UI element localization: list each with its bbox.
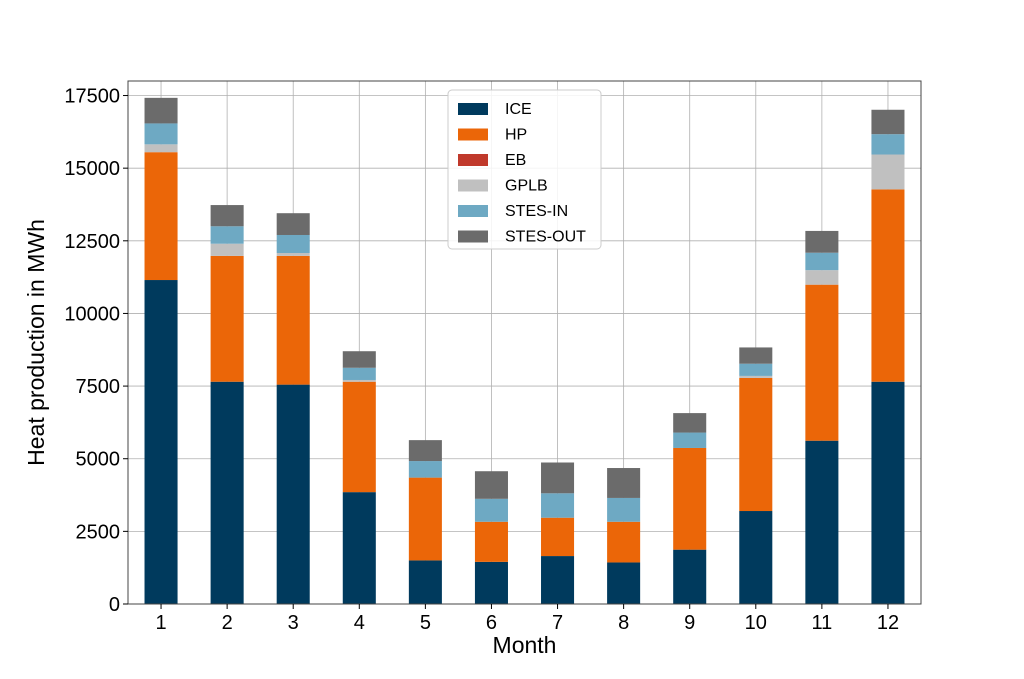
y-tick-label: 7500	[76, 376, 121, 398]
bar-ice-month-10	[739, 511, 773, 604]
legend-label: STES-IN	[505, 203, 568, 220]
legend-swatch	[458, 230, 488, 243]
legend-label: GPLB	[505, 178, 548, 195]
bar-hp-month-10	[739, 377, 773, 512]
bar-ice-month-11	[805, 440, 839, 604]
bar-stes-out-month-12	[871, 109, 905, 135]
bar-stes-in-month-3	[276, 234, 310, 254]
bar-hp-month-4	[342, 381, 376, 493]
x-tick-label: 10	[745, 612, 767, 634]
bar-stes-in-month-9	[673, 432, 707, 448]
bar-stes-in-month-4	[342, 367, 376, 380]
legend-swatch	[458, 179, 488, 192]
bar-hp-month-12	[871, 189, 905, 382]
bar-ice-month-7	[541, 556, 575, 604]
legend-label: ICE	[505, 101, 532, 118]
legend-label: STES-OUT	[505, 229, 586, 246]
bars	[144, 97, 905, 604]
bar-hp-month-9	[673, 447, 707, 550]
y-axis-ticks: 0 2500 5000 7500 10000 12500 15000 17500	[64, 86, 128, 616]
y-tick-label: 10000	[64, 303, 120, 325]
x-tick-label: 9	[684, 612, 695, 634]
y-tick-label: 12500	[64, 231, 120, 253]
y-tick-label: 5000	[76, 449, 121, 471]
bar-stes-out-month-3	[276, 213, 310, 235]
bar-gplb-month-1	[144, 144, 178, 153]
bar-stes-in-month-10	[739, 363, 773, 376]
bar-hp-month-1	[144, 152, 178, 281]
y-tick-label: 2500	[76, 521, 121, 543]
x-tick-label: 12	[877, 612, 899, 634]
bar-ice-month-8	[607, 562, 641, 604]
x-tick-label: 8	[618, 612, 629, 634]
bar-hp-month-11	[805, 284, 839, 441]
bar-stes-in-month-2	[210, 226, 244, 244]
bar-hp-month-6	[474, 521, 508, 562]
bar-gplb-month-12	[871, 154, 905, 190]
bar-ice-month-3	[276, 384, 310, 604]
legend-swatch	[458, 128, 488, 141]
bar-stes-in-month-5	[408, 461, 442, 478]
x-tick-label: 2	[222, 612, 233, 634]
legend-label: HP	[505, 127, 527, 144]
legend-swatch	[458, 154, 488, 166]
legend-label: EB	[505, 152, 526, 169]
bar-hp-month-7	[541, 517, 575, 557]
bar-gplb-month-10	[739, 375, 773, 378]
x-tick-label: 11	[811, 612, 832, 634]
bar-gplb-month-4	[342, 379, 376, 382]
x-tick-label: 3	[288, 612, 299, 634]
legend-swatch	[458, 103, 488, 115]
x-tick-label: 7	[552, 612, 563, 634]
bar-stes-in-month-8	[607, 497, 641, 522]
bar-hp-month-8	[607, 521, 641, 563]
bar-ice-month-12	[871, 381, 905, 604]
x-tick-label: 1	[155, 612, 166, 634]
legend-swatch	[458, 205, 488, 217]
y-axis-label: Heat production in MWh	[23, 219, 49, 466]
bar-ice-month-4	[342, 492, 376, 604]
bar-ice-month-6	[474, 561, 508, 604]
bar-stes-out-month-10	[739, 347, 773, 364]
bar-gplb-month-2	[210, 243, 244, 256]
bar-stes-out-month-11	[805, 230, 839, 253]
bar-ice-month-1	[144, 280, 178, 604]
bar-hp-month-2	[210, 255, 244, 382]
bar-ice-month-5	[408, 560, 442, 604]
y-tick-label: 17500	[64, 86, 120, 108]
bar-stes-out-month-5	[408, 440, 442, 462]
y-tick-label: 15000	[64, 158, 120, 180]
bar-hp-month-5	[408, 477, 442, 561]
bar-stes-in-month-6	[474, 498, 508, 522]
bar-hp-month-3	[276, 255, 310, 385]
bar-stes-out-month-1	[144, 97, 178, 124]
bar-gplb-month-11	[805, 270, 839, 285]
bar-stes-out-month-9	[673, 413, 707, 433]
x-axis-label: Month	[493, 632, 557, 658]
y-tick-label: 0	[109, 594, 120, 616]
legend: ICE HP EB GPLB STES-IN STES-OUT	[447, 89, 602, 250]
bar-gplb-month-3	[276, 253, 310, 256]
bar-stes-in-month-7	[541, 493, 575, 518]
bar-stes-out-month-6	[474, 471, 508, 499]
bar-stes-out-month-8	[607, 468, 641, 498]
bar-stes-in-month-11	[805, 252, 839, 271]
x-axis-ticks: 1 2 3 4 5 6 7 8 9 10 11 12	[155, 604, 899, 634]
bar-ice-month-2	[210, 381, 244, 604]
x-tick-label: 5	[420, 612, 431, 634]
bar-stes-out-month-7	[541, 462, 575, 494]
bar-ice-month-9	[673, 549, 707, 604]
x-tick-label: 4	[354, 612, 365, 634]
bar-stes-out-month-2	[210, 205, 244, 227]
plot-frame	[127, 80, 922, 605]
x-tick-label: 6	[486, 612, 497, 634]
bar-stes-in-month-1	[144, 123, 178, 145]
bar-stes-in-month-12	[871, 134, 905, 155]
bar-stes-out-month-4	[342, 351, 376, 368]
